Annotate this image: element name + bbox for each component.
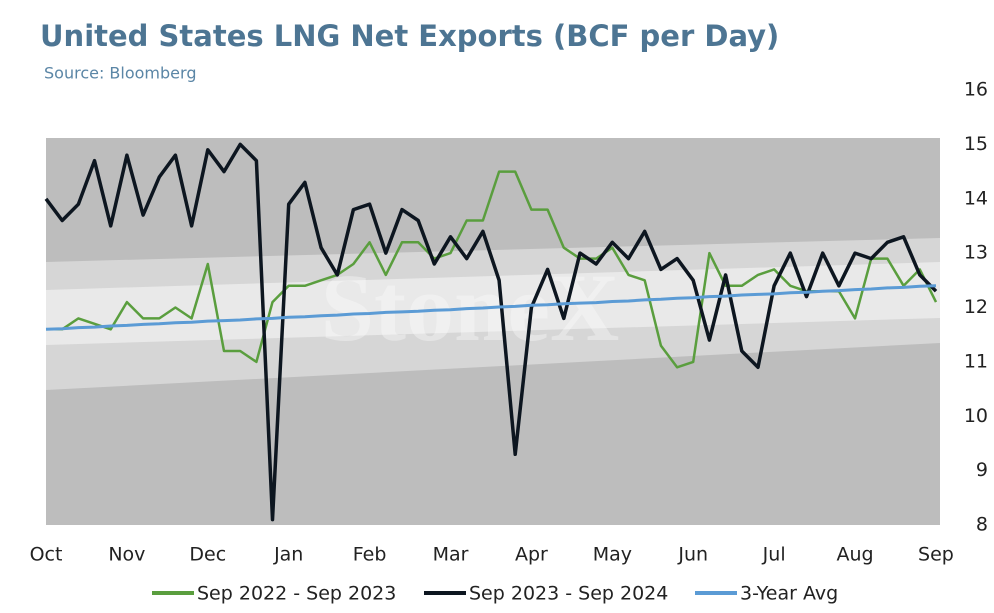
- y-tick-label: 10: [964, 405, 988, 427]
- x-tick-label: Nov: [108, 544, 145, 566]
- x-tick-label: Aug: [836, 544, 873, 566]
- x-tick-label: Apr: [515, 544, 548, 566]
- legend-label: Sep 2022 - Sep 2023: [197, 583, 396, 605]
- y-tick-label: 12: [964, 296, 988, 318]
- range-band-inner: [46, 262, 940, 345]
- x-tick-label: Jul: [762, 544, 786, 566]
- chart-title: United States LNG Net Exports (BCF per D…: [40, 19, 779, 53]
- x-tick-label: Oct: [30, 544, 63, 566]
- chart-subtitle: Source: Bloomberg: [44, 64, 196, 83]
- range-bands: [46, 138, 940, 525]
- legend-label: 3-Year Avg: [740, 583, 838, 605]
- y-tick-label: 13: [964, 242, 988, 264]
- series-line: [44, 142, 938, 522]
- x-tick-label: Jan: [273, 544, 303, 566]
- y-tick-label: 15: [964, 133, 988, 155]
- y-tick-label: 9: [976, 459, 988, 481]
- y-tick-label: 16: [964, 79, 988, 101]
- x-tick-label: Jun: [677, 544, 708, 566]
- x-tick-label: Dec: [189, 544, 226, 566]
- x-tick-label: Mar: [433, 544, 469, 566]
- x-tick-label: May: [593, 544, 632, 566]
- x-tick-label: Sep: [918, 544, 954, 566]
- series-line: [46, 170, 938, 369]
- y-tick-label: 11: [964, 350, 988, 372]
- x-tick-label: Feb: [353, 544, 387, 566]
- y-tick-label: 14: [964, 187, 988, 209]
- legend-label: Sep 2023 - Sep 2024: [469, 583, 668, 605]
- series-line: [45, 284, 937, 331]
- y-tick-label: 8: [976, 514, 988, 536]
